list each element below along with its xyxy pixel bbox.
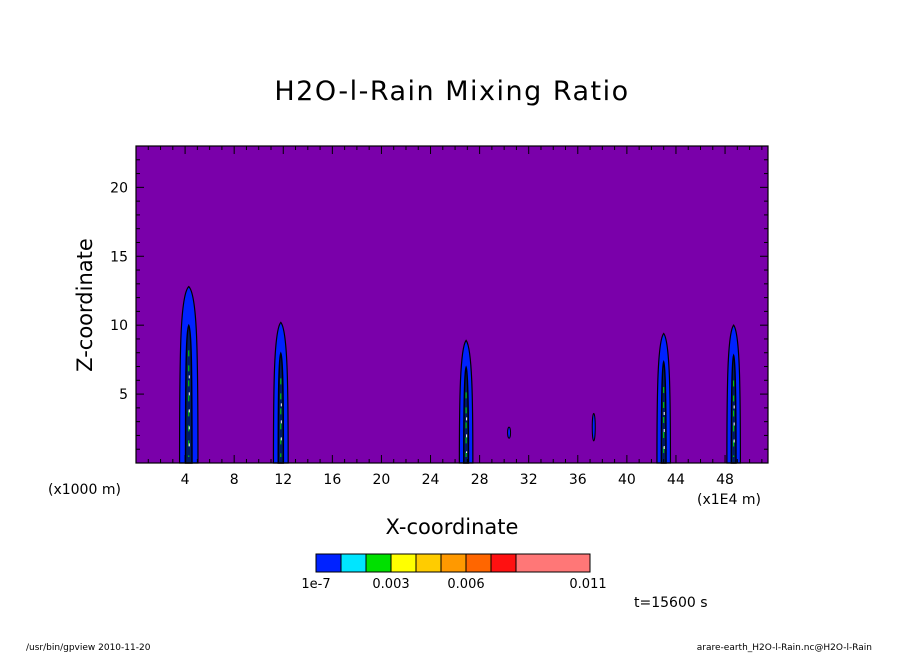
colorbar-swatch-3 <box>390 553 417 573</box>
colorbar-swatch-0 <box>315 553 342 573</box>
x-unit-label: (x1000 m) <box>48 482 121 498</box>
colorbar-swatch-8 <box>515 553 591 573</box>
footer-source: arare-earth_H2O-l-Rain.nc@H2O-l-Rain <box>696 643 872 653</box>
colorbar: 1e-7 0.003 0.006 0.011 <box>301 553 607 592</box>
colorbar-label-3: 0.011 <box>569 577 606 592</box>
plot-area <box>136 146 768 463</box>
y-tick-label-5: 5 <box>119 387 128 403</box>
y-tick-label-15: 15 <box>110 249 128 265</box>
small-cell-0 <box>507 426 512 439</box>
colorbar-label-2: 0.006 <box>447 577 484 592</box>
x-tick-label-32: 32 <box>520 472 538 488</box>
x-tick-label-24: 24 <box>422 472 440 488</box>
rain-cells <box>178 285 741 464</box>
rain-cell-core-4 <box>730 353 737 464</box>
colorbar-swatch-5 <box>440 553 467 573</box>
colorbar-label-1: 0.003 <box>372 577 409 592</box>
y-axis-label: Z-coordinate <box>73 238 97 372</box>
x-multiplier-label: (x1E4 m) <box>697 492 761 508</box>
plot-frame <box>135 145 769 464</box>
colorbar-swatch-7 <box>490 553 517 573</box>
colorbar-swatch-4 <box>415 553 442 573</box>
x-tick-label-28: 28 <box>471 472 489 488</box>
x-tick-label-16: 16 <box>323 472 341 488</box>
y-tick-label-20: 20 <box>110 180 128 196</box>
x-tick-label-20: 20 <box>373 472 391 488</box>
x-tick-label-12: 12 <box>274 472 292 488</box>
y-axis-label-group: Z-coordinate <box>73 238 97 372</box>
small-cell-1 <box>591 412 596 442</box>
colorbar-swatch-1 <box>340 553 367 573</box>
footer-command: /usr/bin/gpview 2010-11-20 <box>26 643 151 653</box>
x-tick-label-8: 8 <box>230 472 239 488</box>
x-tick-label-40: 40 <box>618 472 636 488</box>
colorbar-label-0: 1e-7 <box>301 577 330 592</box>
x-axis-label: X-coordinate <box>385 515 519 539</box>
rain-cell-core-2 <box>463 365 470 464</box>
time-label: t=15600 s <box>634 595 708 611</box>
x-tick-label-4: 4 <box>181 472 190 488</box>
y-tick-label-10: 10 <box>110 318 128 334</box>
colorbar-swatch-6 <box>465 553 492 573</box>
x-tick-label-48: 48 <box>716 472 734 488</box>
rain-cell-core-1 <box>277 351 285 464</box>
x-tick-label-44: 44 <box>667 472 685 488</box>
colorbar-swatch-2 <box>365 553 392 573</box>
x-tick-label-36: 36 <box>569 472 587 488</box>
plot-background <box>136 146 768 463</box>
chart-title: H2O-l-Rain Mixing Ratio <box>274 76 630 107</box>
